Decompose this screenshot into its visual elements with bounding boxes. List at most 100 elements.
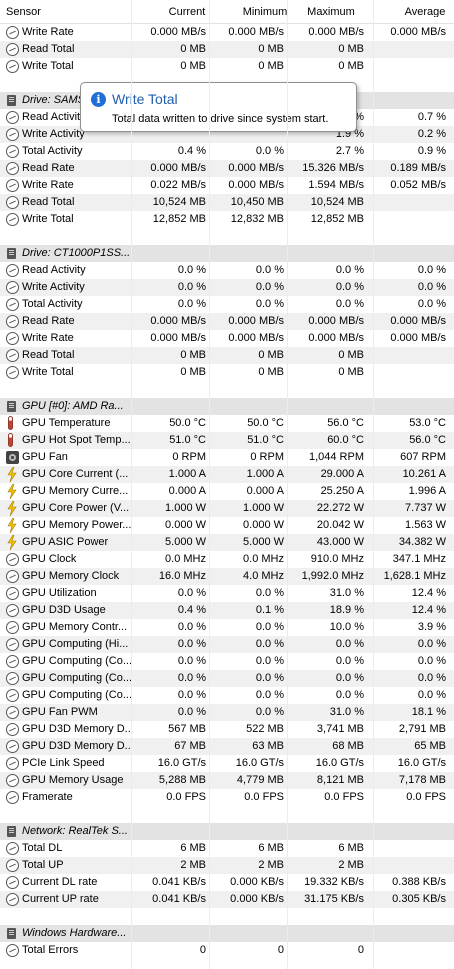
- table-row[interactable]: GPU ASIC Power 5.000 W 5.000 W 43.000 W 34.3…: [0, 534, 454, 551]
- table-row[interactable]: Current DL rate 0.041 KB/s 0.000 KB/s 19.33…: [0, 874, 454, 891]
- network-icon: [7, 826, 16, 837]
- table-row[interactable]: GPU Temperature 50.0 °C 50.0 °C 56.0 °C 53.0…: [0, 415, 454, 432]
- table-row[interactable]: GPU Memory Curre... 0.000 A 0.000 A 25.250 …: [0, 483, 454, 500]
- table-row[interactable]: Total Activity 0.4 % 0.0 % 2.7 % 0.9 %: [0, 143, 454, 160]
- table-row[interactable]: Total Activity 0.0 % 0.0 % 0.0 % 0.0 %: [0, 296, 454, 313]
- table-row[interactable]: Write Rate 0.000 MB/s 0.000 MB/s 0.000 MB/s…: [0, 330, 454, 347]
- clock-icon: [6, 298, 19, 311]
- group-label: Drive: SAMS: [22, 94, 85, 106]
- table-row[interactable]: GPU D3D Usage 0.4 % 0.1 % 18.9 % 12.4 %: [0, 602, 454, 619]
- current-value: 0.0 %: [177, 689, 206, 701]
- sensor-name: Current UP rate: [22, 893, 99, 905]
- bolt-icon: [7, 483, 17, 500]
- minimum-value: 0.000 MB/s: [228, 315, 284, 327]
- column-header-minimum[interactable]: Minimum: [242, 6, 288, 17]
- gpu-icon: [7, 401, 16, 412]
- table-row[interactable]: Read Activity 0.0 % 0.0 % 0.0 % 0.0 %: [0, 262, 454, 279]
- table-row[interactable]: Read Total 0 MB 0 MB 0 MB: [0, 347, 454, 364]
- table-row[interactable]: Total Errors 0 0 0: [0, 942, 454, 959]
- table-row[interactable]: GPU Memory Clock 16.0 MHz 4.0 MHz 1,992.0 M…: [0, 568, 454, 585]
- maximum-value: 1.594 MB/s: [308, 179, 364, 191]
- group-header[interactable]: Windows Hardware...: [0, 925, 454, 942]
- average-value: 0.0 %: [417, 281, 446, 293]
- column-header-maximum[interactable]: Maximum: [307, 6, 355, 17]
- table-row[interactable]: Framerate 0.0 FPS 0.0 FPS 0.0 FPS 0.0 FPS: [0, 789, 454, 806]
- clock-icon: [6, 196, 19, 209]
- minimum-value: 1.000 A: [246, 468, 284, 480]
- table-row[interactable]: GPU Fan 0 RPM 0 RPM 1,044 RPM 607 RPM: [0, 449, 454, 466]
- table-row[interactable]: Current UP rate 0.041 KB/s 0.000 KB/s 31.17…: [0, 891, 454, 908]
- group-header[interactable]: Network: RealTek S...: [0, 823, 454, 840]
- minimum-value: 0.0 %: [255, 706, 284, 718]
- sensor-name: GPU Computing (Hi...: [22, 638, 129, 650]
- minimum-value: 0.0 FPS: [244, 791, 284, 803]
- table-row[interactable]: GPU Computing (Co... 0.0 % 0.0 % 0.0 % 0.0 %: [0, 687, 454, 704]
- table-row[interactable]: Read Rate 0.000 MB/s 0.000 MB/s 0.000 MB/s 0…: [0, 313, 454, 330]
- table-row[interactable]: GPU Utilization 0.0 % 0.0 % 31.0 % 12.4 %: [0, 585, 454, 602]
- bolt-icon: [7, 466, 17, 483]
- column-divider[interactable]: [373, 0, 374, 969]
- maximum-value: 16.0 GT/s: [315, 757, 364, 769]
- column-header-sensor[interactable]: Sensor: [6, 6, 41, 17]
- maximum-value: 0.0 %: [335, 281, 364, 293]
- group-header[interactable]: Drive: CT1000P1SS...: [0, 245, 454, 262]
- sensor-name: Write Total: [22, 60, 74, 72]
- table-row[interactable]: PCIe Link Speed 16.0 GT/s 16.0 GT/s 16.0 GT…: [0, 755, 454, 772]
- table-row[interactable]: GPU Memory Contr... 0.0 % 0.0 % 10.0 % 3.9 %: [0, 619, 454, 636]
- table-row[interactable]: Write Total 0 MB 0 MB 0 MB: [0, 58, 454, 75]
- maximum-value: 2.7 %: [335, 145, 364, 157]
- average-value: 607 RPM: [400, 451, 446, 463]
- table-row[interactable]: GPU Memory Power... 0.000 W 0.000 W 20.042 …: [0, 517, 454, 534]
- sensor-name: GPU Memory Curre...: [22, 485, 129, 497]
- current-value: 0.022 MB/s: [150, 179, 206, 191]
- average-value: [368, 364, 448, 381]
- current-value: 1.000 A: [168, 468, 206, 480]
- table-row[interactable]: Total UP 2 MB 2 MB 2 MB: [0, 857, 454, 874]
- table-row[interactable]: GPU Fan PWM 0.0 % 0.0 % 31.0 % 18.1 %: [0, 704, 454, 721]
- table-row[interactable]: Write Total 0 MB 0 MB 0 MB: [0, 364, 454, 381]
- table-row[interactable]: Read Activity% 0.7 %: [0, 109, 454, 126]
- maximum-value: 0 MB: [338, 366, 364, 378]
- column-divider[interactable]: [209, 0, 210, 969]
- column-divider[interactable]: [131, 0, 132, 969]
- minimum-value: 10,450 MB: [230, 196, 284, 208]
- current-value: 0.0 %: [177, 264, 206, 276]
- sensor-name: Total Activity: [22, 145, 83, 157]
- table-row[interactable]: Write Total 12,852 MB 12,832 MB 12,852 MB: [0, 211, 454, 228]
- minimum-value: 0.1 %: [255, 604, 284, 616]
- column-header-current[interactable]: Current: [168, 6, 206, 17]
- sensor-name: Write Total: [22, 366, 74, 378]
- sensor-name: Read Total: [22, 196, 75, 208]
- average-value: 12.4 %: [411, 587, 446, 599]
- table-row[interactable]: GPU Clock 0.0 MHz 0.0 MHz 910.0 MHz 347.1 MH…: [0, 551, 454, 568]
- table-row[interactable]: Read Rate 0.000 MB/s 0.000 MB/s 15.326 MB/s…: [0, 160, 454, 177]
- maximum-value: 43.000 W: [316, 536, 364, 548]
- minimum-value: 0.0 %: [255, 689, 284, 701]
- table-row[interactable]: Read Total 10,524 MB 10,450 MB 10,524 MB: [0, 194, 454, 211]
- group-header[interactable]: GPU [#0]: AMD Ra...: [0, 398, 454, 415]
- table-row[interactable]: GPU Core Power (V... 1.000 W 1.000 W 22.272…: [0, 500, 454, 517]
- sensor-name: GPU Hot Spot Temp...: [22, 434, 131, 446]
- table-row[interactable]: Write Rate 0.000 MB/s 0.000 MB/s 0.000 MB/s…: [0, 24, 454, 41]
- sensor-name: Read Activity: [22, 111, 86, 123]
- table-row[interactable]: GPU D3D Memory D... 567 MB 522 MB 3,741 MB 2…: [0, 721, 454, 738]
- average-value: 0.189 MB/s: [390, 162, 446, 174]
- column-header-average[interactable]: Average: [404, 6, 446, 17]
- table-row[interactable]: GPU Computing (Co... 0.0 % 0.0 % 0.0 % 0.0 %: [0, 653, 454, 670]
- table-row[interactable]: Write Activity 0.0 % 0.0 % 0.0 % 0.0 %: [0, 279, 454, 296]
- table-row[interactable]: GPU Computing (Hi... 0.0 % 0.0 % 0.0 % 0.0 %: [0, 636, 454, 653]
- maximum-value: 19.332 KB/s: [304, 876, 364, 888]
- table-row[interactable]: GPU Core Current (... 1.000 A 1.000 A 29.00…: [0, 466, 454, 483]
- table-row[interactable]: Write Rate 0.022 MB/s 0.000 MB/s 1.594 MB/s…: [0, 177, 454, 194]
- maximum-value: 20.042 W: [316, 519, 364, 531]
- table-row[interactable]: Total DL 6 MB 6 MB 6 MB: [0, 840, 454, 857]
- table-row[interactable]: GPU Hot Spot Temp... 51.0 °C 51.0 °C 60.0 °…: [0, 432, 454, 449]
- table-row[interactable]: GPU Memory Usage 5,288 MB 4,779 MB 8,121 MB…: [0, 772, 454, 789]
- column-divider[interactable]: [287, 0, 288, 969]
- current-value: 12,852 MB: [152, 213, 206, 225]
- clock-icon: [6, 43, 19, 56]
- clock-icon: [6, 587, 19, 600]
- table-row[interactable]: Read Total 0 MB 0 MB 0 MB: [0, 41, 454, 58]
- table-row[interactable]: GPU D3D Memory D... 67 MB 63 MB 68 MB 65 MB: [0, 738, 454, 755]
- table-row[interactable]: GPU Computing (Co... 0.0 % 0.0 % 0.0 % 0.0 %: [0, 670, 454, 687]
